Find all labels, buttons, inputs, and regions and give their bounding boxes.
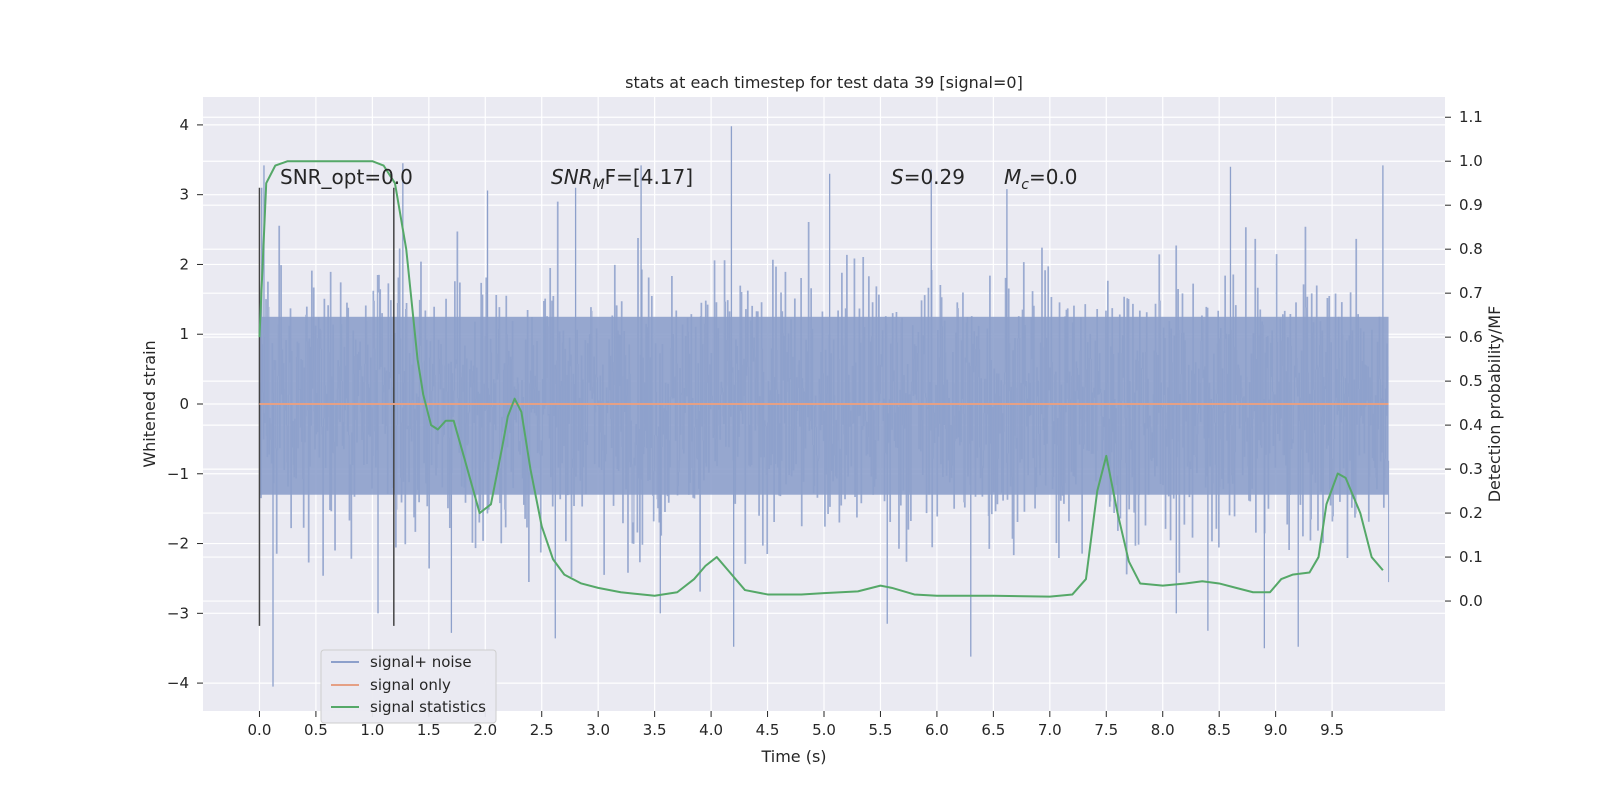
right-y-tick-label: 0.7 bbox=[1459, 284, 1483, 302]
mc-value: =0.0 bbox=[1029, 165, 1078, 189]
right-y-tick-label: 0.8 bbox=[1459, 240, 1483, 258]
snr-mf-base: SNR bbox=[551, 165, 593, 189]
mc-subscript: c bbox=[1021, 177, 1029, 193]
x-tick-label: 2.5 bbox=[530, 721, 554, 739]
x-tick-label: 7.0 bbox=[1038, 721, 1062, 739]
right-y-tick-label: 0.6 bbox=[1459, 328, 1483, 346]
mc-annotation: Mc=0.0 bbox=[1004, 165, 1078, 193]
legend-label-stats: signal statistics bbox=[370, 698, 486, 716]
y-tick-label: 3 bbox=[179, 186, 189, 204]
x-tick-label: 0.0 bbox=[248, 721, 272, 739]
x-tick-label: 4.0 bbox=[699, 721, 723, 739]
right-y-tick-label: 0.4 bbox=[1459, 416, 1483, 434]
signal-statistics-series bbox=[258, 160, 1384, 598]
window-markers bbox=[258, 187, 395, 626]
y-tick-label: −1 bbox=[167, 465, 189, 483]
x-tick-label: 6.5 bbox=[981, 721, 1005, 739]
x-tick-label: 6.0 bbox=[925, 721, 949, 739]
x-tick-label: 2.0 bbox=[473, 721, 497, 739]
x-tick-label: 4.5 bbox=[756, 721, 780, 739]
x-tick-label: 5.5 bbox=[869, 721, 893, 739]
x-tick-label: 7.5 bbox=[1094, 721, 1118, 739]
snr-mf-annotation: SNRMF=[4.17] bbox=[551, 165, 693, 193]
mc-label: M bbox=[1004, 165, 1021, 189]
right-y-tick-label: 0.9 bbox=[1459, 196, 1483, 214]
x-tick-label: 1.0 bbox=[360, 721, 384, 739]
chart-title: stats at each timestep for test data 39 … bbox=[625, 73, 1023, 92]
s-annotation: S=0.29 bbox=[891, 165, 965, 189]
s-label: S bbox=[891, 165, 904, 189]
y-tick-label: −4 bbox=[167, 674, 189, 692]
legend-label-signal: signal only bbox=[370, 676, 451, 694]
right-y-tick-label: 1.0 bbox=[1459, 152, 1483, 170]
right-y-tick-label: 0.2 bbox=[1459, 504, 1483, 522]
x-tick-label: 5.0 bbox=[812, 721, 836, 739]
y-tick-label: 2 bbox=[179, 255, 189, 273]
snr-mf-subscript: M bbox=[593, 177, 605, 193]
x-tick-label: 8.0 bbox=[1151, 721, 1175, 739]
x-tick-label: 9.5 bbox=[1320, 721, 1344, 739]
x-tick-label: 3.0 bbox=[586, 721, 610, 739]
right-y-tick-label: 0.5 bbox=[1459, 372, 1483, 390]
right-y-tick-label: 0.1 bbox=[1459, 548, 1483, 566]
right-y-axis-label: Detection probability/MF bbox=[1485, 306, 1504, 503]
snr-opt-annotation: SNR_opt=0.0 bbox=[280, 165, 413, 189]
right-y-tick-label: 0.0 bbox=[1459, 592, 1483, 610]
y-tick-label: −2 bbox=[167, 535, 189, 553]
right-y-axis-ticks: 1.1 1.0 0.9 0.8 0.7 0.6 0.5 0.4 0.3 0.2 0.1 0.0 bbox=[1445, 108, 1483, 610]
y-axis-ticks: 4 3 2 1 0 −1 −2 −3 −4 bbox=[167, 116, 203, 692]
x-axis-ticks: 0.0 0.5 1.0 1.5 2.0 2.5 3.0 3.5 4.0 4.5 5.0 5.5 6.0 6… bbox=[248, 711, 1344, 739]
legend-box bbox=[320, 649, 497, 724]
x-axis-label: Time (s) bbox=[760, 747, 826, 766]
y-tick-label: 1 bbox=[179, 325, 189, 343]
y-axis-label: Whitened strain bbox=[140, 340, 159, 467]
x-tick-label: 3.5 bbox=[643, 721, 667, 739]
x-tick-label: 8.5 bbox=[1207, 721, 1231, 739]
right-y-tick-label: 1.1 bbox=[1459, 108, 1483, 126]
y-tick-label: 0 bbox=[179, 395, 189, 413]
signal-noise-core bbox=[259, 316, 1389, 495]
legend-label-noise: signal+ noise bbox=[370, 653, 472, 671]
signal-noise-series bbox=[258, 126, 1390, 687]
signal-statistics-line bbox=[258, 160, 1384, 598]
x-tick-label: 0.5 bbox=[304, 721, 328, 739]
right-y-tick-label: 0.3 bbox=[1459, 460, 1483, 478]
x-tick-label: 9.0 bbox=[1264, 721, 1288, 739]
s-value: =0.29 bbox=[904, 165, 965, 189]
y-tick-label: −3 bbox=[167, 604, 189, 622]
legend: signal+ noise signal only signal statist… bbox=[320, 649, 497, 724]
snr-mf-rest: F=[4.17] bbox=[605, 165, 693, 189]
y-tick-label: 4 bbox=[179, 116, 189, 134]
x-tick-label: 1.5 bbox=[417, 721, 441, 739]
